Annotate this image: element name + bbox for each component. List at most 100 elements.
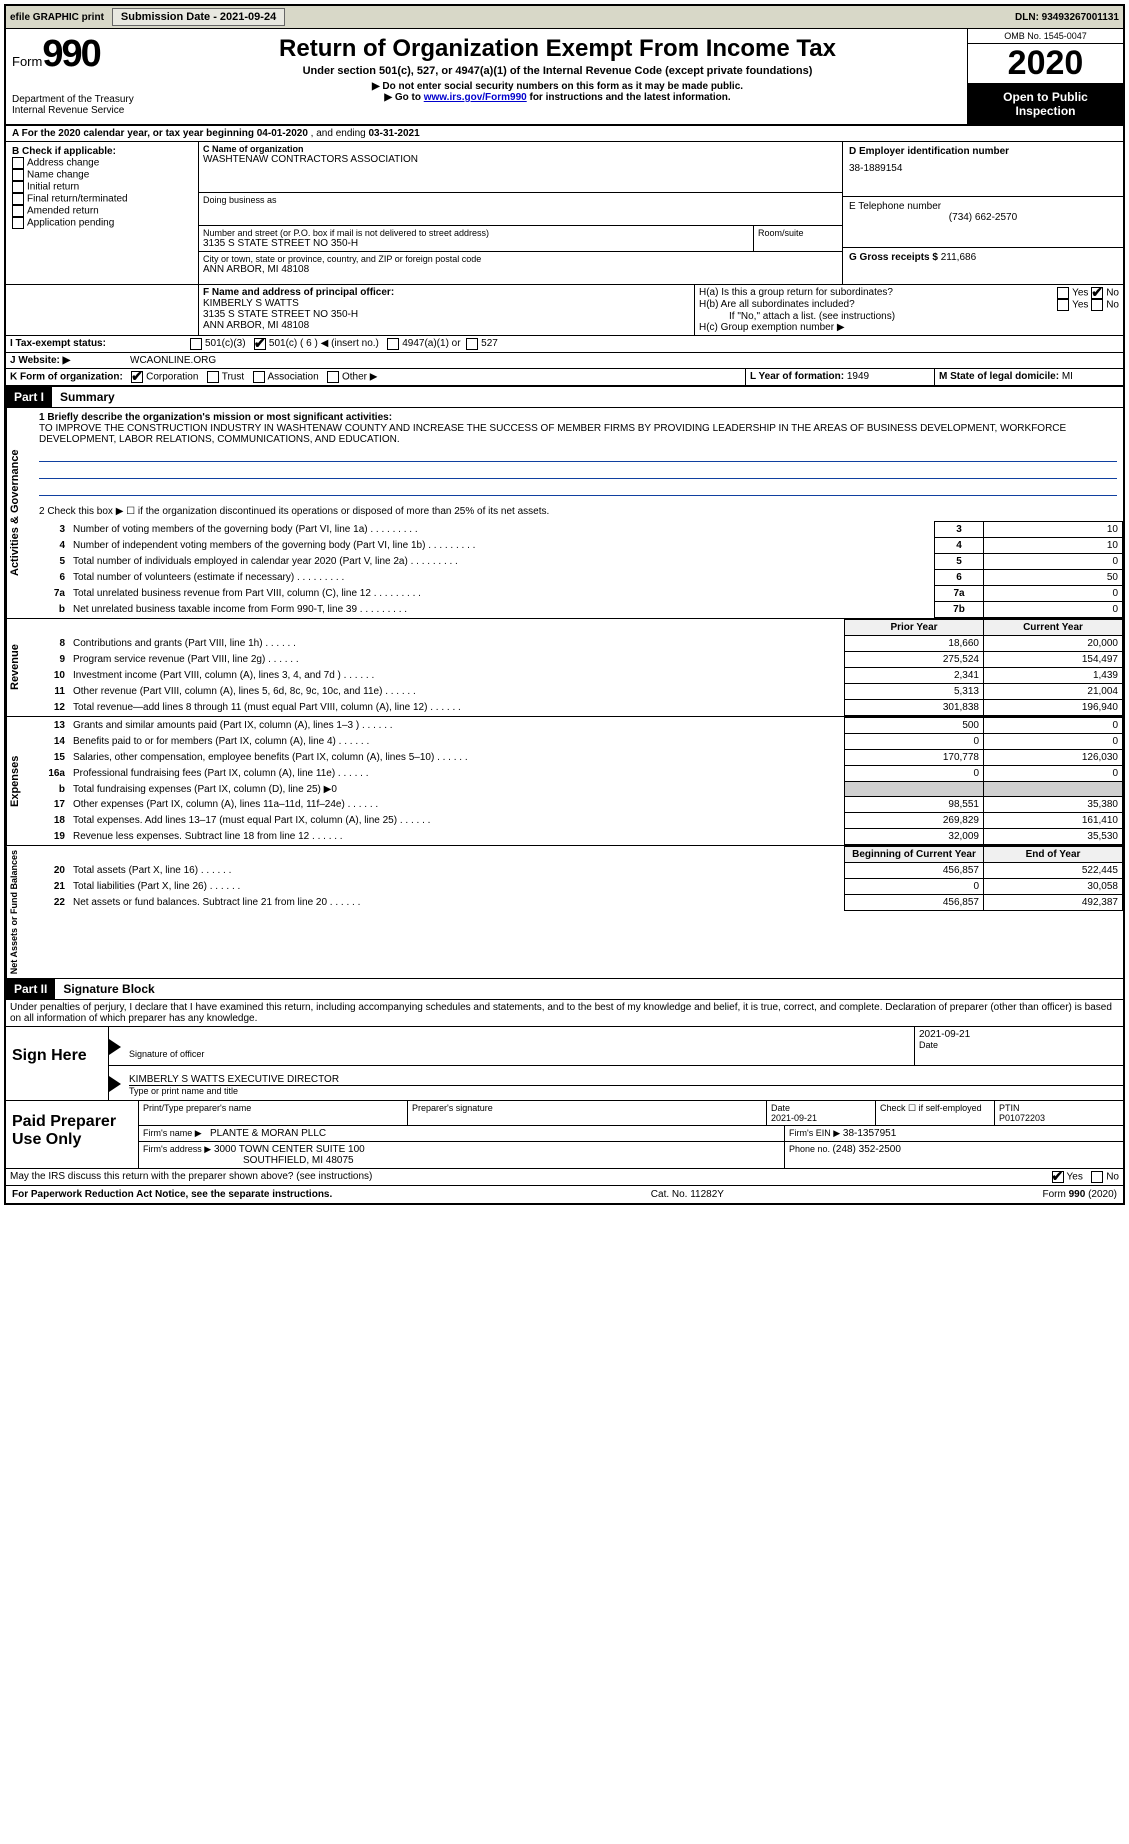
instructions-link[interactable]: www.irs.gov/Form990 bbox=[424, 92, 527, 103]
checklist-checkbox[interactable] bbox=[12, 217, 24, 229]
table-row: 13Grants and similar amounts paid (Part … bbox=[33, 718, 1123, 734]
discuss-no-checkbox[interactable] bbox=[1091, 1171, 1103, 1183]
checklist-checkbox[interactable] bbox=[12, 169, 24, 181]
table-row: 7aTotal unrelated business revenue from … bbox=[33, 586, 1123, 602]
part2-header: Part II bbox=[6, 979, 55, 999]
checklist-item: Final return/terminated bbox=[12, 193, 192, 205]
501c3-checkbox[interactable] bbox=[190, 338, 202, 350]
footer-left: For Paperwork Reduction Act Notice, see … bbox=[12, 1189, 332, 1200]
checklist-checkbox[interactable] bbox=[12, 181, 24, 193]
501c-checkbox[interactable] bbox=[254, 338, 266, 350]
ha-label: H(a) Is this a group return for subordin… bbox=[699, 287, 1057, 299]
date-label: Date bbox=[919, 1040, 1119, 1050]
mission-line bbox=[39, 447, 1117, 462]
header-right: OMB No. 1545-0047 2020 Open to Public In… bbox=[967, 29, 1123, 124]
4947-checkbox[interactable] bbox=[387, 338, 399, 350]
sectionA-mid: , and ending bbox=[311, 128, 369, 139]
revenue-table: Prior Year Current Year 8Contributions a… bbox=[33, 619, 1123, 716]
table-row: 5Total number of individuals employed in… bbox=[33, 554, 1123, 570]
ptin-value: P01072203 bbox=[999, 1113, 1119, 1123]
line2: 2 Check this box ▶ ☐ if the organization… bbox=[33, 502, 1123, 521]
assoc-checkbox[interactable] bbox=[253, 371, 265, 383]
table-row: 12Total revenue—add lines 8 through 11 (… bbox=[33, 700, 1123, 716]
firm-addr-label: Firm's address ▶ bbox=[143, 1144, 211, 1154]
paid-preparer-label: Paid Preparer Use Only bbox=[6, 1101, 138, 1168]
officer-name-title: KIMBERLY S WATTS EXECUTIVE DIRECTOR bbox=[129, 1066, 1123, 1085]
netassets-table: Beginning of Current Year End of Year 20… bbox=[33, 846, 1123, 911]
checklist-item: Application pending bbox=[12, 217, 192, 229]
irs-label: Internal Revenue Service bbox=[12, 105, 142, 116]
opt-501c3: 501(c)(3) bbox=[205, 338, 246, 350]
mission-line bbox=[39, 464, 1117, 479]
vlabel-expenses: Expenses bbox=[6, 717, 33, 845]
opt-assoc: Association bbox=[268, 372, 319, 383]
sectionA-pre: A For the 2020 calendar year, or tax yea… bbox=[12, 128, 257, 139]
revenue-section: Revenue Prior Year Current Year 8Contrib… bbox=[6, 618, 1123, 716]
governance-table: 3Number of voting members of the governi… bbox=[33, 521, 1123, 618]
firm-name-label: Firm's name ▶ bbox=[143, 1128, 202, 1138]
part2-bar: Part II Signature Block bbox=[6, 978, 1123, 1000]
submission-date-button[interactable]: Submission Date - 2021-09-24 bbox=[112, 8, 285, 26]
checklist-item: Amended return bbox=[12, 205, 192, 217]
firm-phone-label: Phone no. bbox=[789, 1144, 833, 1154]
sig-date: 2021-09-21 bbox=[919, 1029, 1119, 1040]
hb-label: H(b) Are all subordinates included? bbox=[699, 299, 1057, 311]
phone-value: (734) 662-2570 bbox=[849, 212, 1117, 223]
table-row: 14Benefits paid to or for members (Part … bbox=[33, 734, 1123, 750]
room-label: Room/suite bbox=[754, 226, 842, 251]
ssn-note: ▶ Do not enter social security numbers o… bbox=[156, 81, 959, 92]
p-date-label: Date bbox=[771, 1103, 871, 1113]
col-current: Current Year bbox=[984, 620, 1123, 636]
corp-checkbox[interactable] bbox=[131, 371, 143, 383]
ptin-label: PTIN bbox=[999, 1103, 1119, 1113]
block-m-label: M State of legal domicile: bbox=[939, 371, 1062, 382]
checklist-checkbox[interactable] bbox=[12, 157, 24, 169]
opt-trust: Trust bbox=[222, 372, 244, 383]
firm-addr1: 3000 TOWN CENTER SUITE 100 bbox=[214, 1144, 365, 1155]
officer-addr2: ANN ARBOR, MI 48108 bbox=[203, 320, 690, 331]
hb-yes-checkbox[interactable] bbox=[1057, 299, 1069, 311]
footer-mid: Cat. No. 11282Y bbox=[651, 1189, 724, 1200]
header-mid: Return of Organization Exempt From Incom… bbox=[148, 29, 967, 124]
hc-label: H(c) Group exemption number ▶ bbox=[699, 322, 1119, 333]
form-subtitle: Under section 501(c), 527, or 4947(a)(1)… bbox=[156, 65, 959, 77]
preparer-name-label: Print/Type preparer's name bbox=[139, 1101, 408, 1125]
ha-no-checkbox[interactable] bbox=[1091, 287, 1103, 299]
street-address: 3135 S STATE STREET NO 350-H bbox=[203, 238, 749, 249]
hb-no-checkbox[interactable] bbox=[1091, 299, 1103, 311]
no-label3: No bbox=[1106, 1172, 1119, 1183]
opt-527: 527 bbox=[481, 338, 498, 350]
ha-yes-checkbox[interactable] bbox=[1057, 287, 1069, 299]
vlabel-revenue: Revenue bbox=[6, 619, 33, 716]
opt-corp: Corporation bbox=[146, 372, 198, 383]
omb-label: OMB No. 1545-0047 bbox=[968, 29, 1123, 43]
part1-header: Part I bbox=[6, 387, 52, 407]
discuss-yes-checkbox[interactable] bbox=[1052, 1171, 1064, 1183]
expenses-section: Expenses 13Grants and similar amounts pa… bbox=[6, 716, 1123, 845]
part1-bar: Part I Summary bbox=[6, 386, 1123, 408]
col-end: End of Year bbox=[984, 847, 1123, 863]
table-row: 15Salaries, other compensation, employee… bbox=[33, 750, 1123, 766]
firm-name: PLANTE & MORAN PLLC bbox=[210, 1128, 326, 1139]
checklist-checkbox[interactable] bbox=[12, 193, 24, 205]
blocks-bcdefg: B Check if applicable: Address changeNam… bbox=[6, 142, 1123, 285]
arrow-icon bbox=[109, 1039, 121, 1055]
form-word: Form bbox=[12, 54, 42, 69]
other-checkbox[interactable] bbox=[327, 371, 339, 383]
checklist-item: Name change bbox=[12, 169, 192, 181]
firm-addr2: SOUTHFIELD, MI 48075 bbox=[143, 1155, 354, 1166]
addr-label: Number and street (or P.O. box if mail i… bbox=[203, 228, 749, 238]
table-row: 11Other revenue (Part VIII, column (A), … bbox=[33, 684, 1123, 700]
yes-label3: Yes bbox=[1067, 1172, 1083, 1183]
table-row: 6Total number of volunteers (estimate if… bbox=[33, 570, 1123, 586]
year-formation: 1949 bbox=[847, 371, 869, 382]
527-checkbox[interactable] bbox=[466, 338, 478, 350]
block-j: J Website: ▶ WCAONLINE.ORG bbox=[6, 353, 1123, 369]
open-inspection: Open to Public Inspection bbox=[968, 84, 1123, 124]
opt-501c: 501(c) ( 6 ) ◀ (insert no.) bbox=[269, 338, 379, 350]
trust-checkbox[interactable] bbox=[207, 371, 219, 383]
checklist-checkbox[interactable] bbox=[12, 205, 24, 217]
table-row: 16aProfessional fundraising fees (Part I… bbox=[33, 766, 1123, 782]
ein-value: 38-1889154 bbox=[849, 163, 1117, 174]
firm-ein-label: Firm's EIN ▶ bbox=[789, 1128, 840, 1138]
